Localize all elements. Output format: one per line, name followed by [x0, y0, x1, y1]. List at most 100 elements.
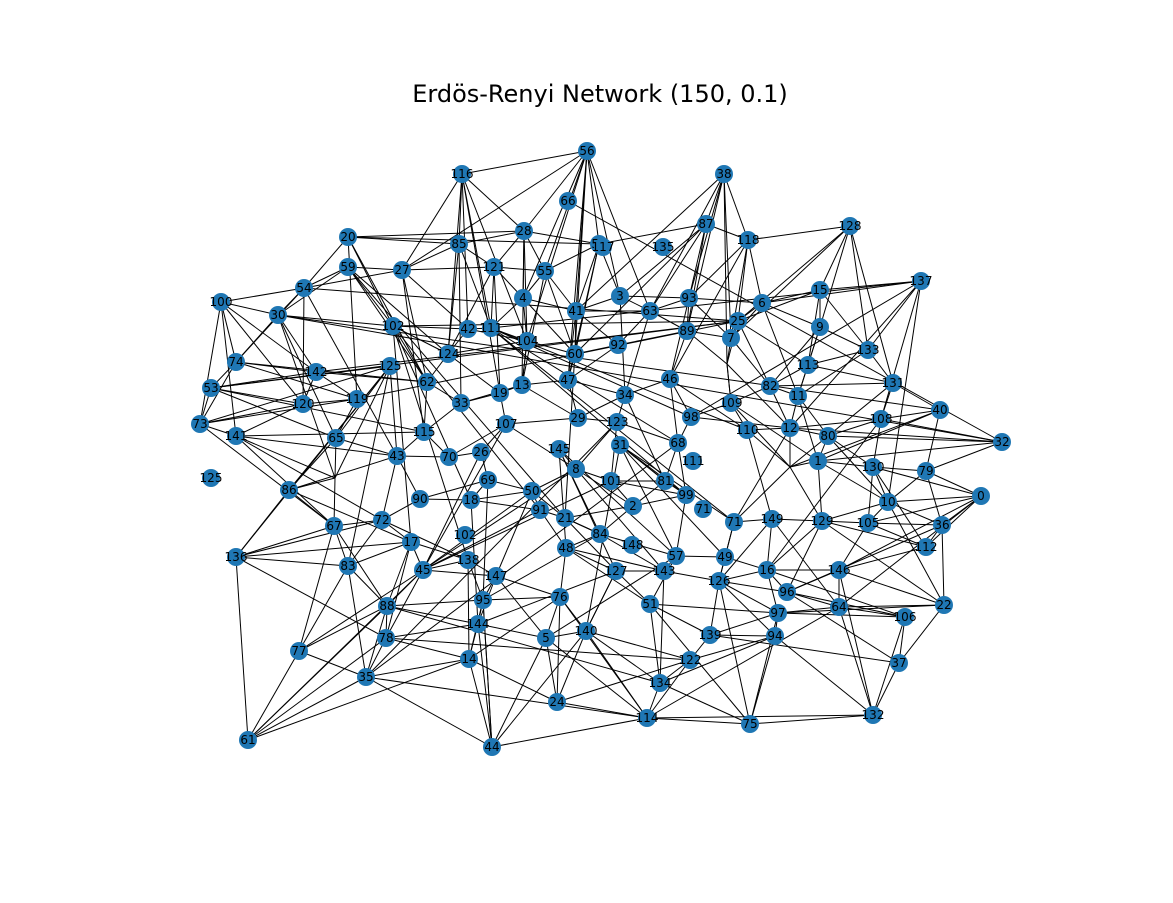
edge-129-96 — [786, 520, 823, 593]
node-circle — [566, 345, 584, 363]
node-label: 72 — [374, 513, 389, 527]
node-87: 87 — [697, 215, 715, 233]
edge-116-19 — [461, 173, 501, 394]
edge-75-126 — [718, 580, 751, 725]
edge-73-67 — [199, 423, 335, 527]
edge-129-16 — [766, 520, 823, 571]
edge-77-67 — [298, 525, 335, 652]
edge-71-31 — [619, 444, 735, 523]
node-label: 18 — [463, 493, 478, 507]
edge-85-111 — [458, 243, 492, 329]
node-circle — [294, 395, 312, 413]
edge-92-89 — [617, 330, 688, 346]
edge-20-85 — [347, 236, 460, 245]
edge-77-45 — [298, 569, 424, 652]
node-circle — [607, 562, 625, 580]
node-33: 33 — [452, 394, 470, 412]
node-label: 86 — [281, 483, 296, 497]
chart-title: Erdös-Renyi Network (150, 0.1) — [412, 80, 788, 108]
node-89: 89 — [678, 322, 696, 340]
node-circle — [450, 235, 468, 253]
node-circle — [327, 429, 345, 447]
node-circle — [227, 353, 245, 371]
edge-110-166 — [746, 429, 791, 468]
edge-128-7 — [730, 225, 851, 339]
node-circle — [715, 165, 733, 183]
node-114: 114 — [636, 709, 658, 727]
edge-166-71 — [733, 466, 791, 523]
node-circle — [415, 423, 433, 441]
edge-132-37 — [872, 662, 900, 716]
node-label: 122 — [679, 653, 702, 667]
edge-40-79 — [925, 409, 941, 472]
edge-119-120 — [302, 398, 358, 405]
node-circle — [677, 486, 695, 504]
edge-112-105 — [867, 522, 927, 548]
node-circle — [789, 387, 807, 405]
edge-123-8 — [575, 421, 618, 470]
node-circle — [227, 427, 245, 445]
node-label: 62 — [419, 375, 434, 389]
node-circle — [811, 318, 829, 336]
node-label: 47 — [560, 373, 575, 387]
node-label: 3 — [616, 289, 624, 303]
node-label: 105 — [857, 516, 880, 530]
node-circle — [569, 409, 587, 427]
node-label: 60 — [567, 347, 582, 361]
node-circle — [667, 547, 685, 565]
node-circle — [623, 536, 641, 554]
edge-9-82 — [769, 326, 821, 387]
node-label: 25 — [730, 314, 745, 328]
edge-73-119 — [199, 398, 358, 425]
edge-113-131 — [807, 364, 894, 384]
node-29: 29 — [569, 409, 587, 427]
node-circle — [766, 627, 784, 645]
node-circle — [608, 413, 626, 431]
edge-136-78 — [235, 556, 387, 639]
edge-8-45 — [422, 468, 577, 571]
node-label: 68 — [670, 436, 685, 450]
edge-134-51 — [649, 603, 661, 684]
node-34: 34 — [616, 386, 634, 404]
node-circle — [559, 371, 577, 389]
node-label: 59 — [340, 260, 355, 274]
node-circle — [537, 629, 555, 647]
edge-138-102 — [392, 325, 469, 561]
node-91: 91 — [531, 501, 549, 519]
node-55: 55 — [536, 262, 554, 280]
node-83: 83 — [339, 557, 357, 575]
node-circle — [487, 567, 505, 585]
node-label: 100 — [210, 295, 233, 309]
node-circle — [931, 401, 949, 419]
node-82: 82 — [761, 377, 779, 395]
node-circle — [497, 415, 515, 433]
node-label: 102 — [382, 319, 405, 333]
node-label: 84 — [592, 527, 607, 541]
edge-77-83 — [298, 565, 349, 652]
node-circle — [269, 306, 287, 324]
node-146: 146 — [828, 561, 850, 579]
node-circle — [591, 525, 609, 543]
node-label: 30 — [270, 308, 285, 322]
edge-6-9 — [761, 302, 821, 328]
node-label: 33 — [453, 396, 468, 410]
edge-93-7 — [688, 297, 732, 339]
node-circle — [722, 394, 740, 412]
node-circle — [993, 433, 1011, 451]
node-label: 97 — [770, 606, 785, 620]
edge-14-35 — [365, 658, 470, 678]
node-label: 32 — [994, 435, 1009, 449]
node-45: 45 — [414, 561, 432, 579]
node-label: 113 — [797, 358, 820, 372]
edge-125-86 — [288, 365, 391, 491]
edge-94-139 — [709, 634, 776, 637]
node-4: 4 — [514, 289, 532, 307]
node-circle — [548, 693, 566, 711]
node-circle — [280, 481, 298, 499]
node-40: 40 — [931, 401, 949, 419]
edge-78-45 — [385, 569, 424, 639]
node-99: 99 — [677, 486, 695, 504]
node-48: 48 — [557, 539, 575, 557]
node-77: 77 — [290, 642, 308, 660]
node-circle — [917, 462, 935, 480]
